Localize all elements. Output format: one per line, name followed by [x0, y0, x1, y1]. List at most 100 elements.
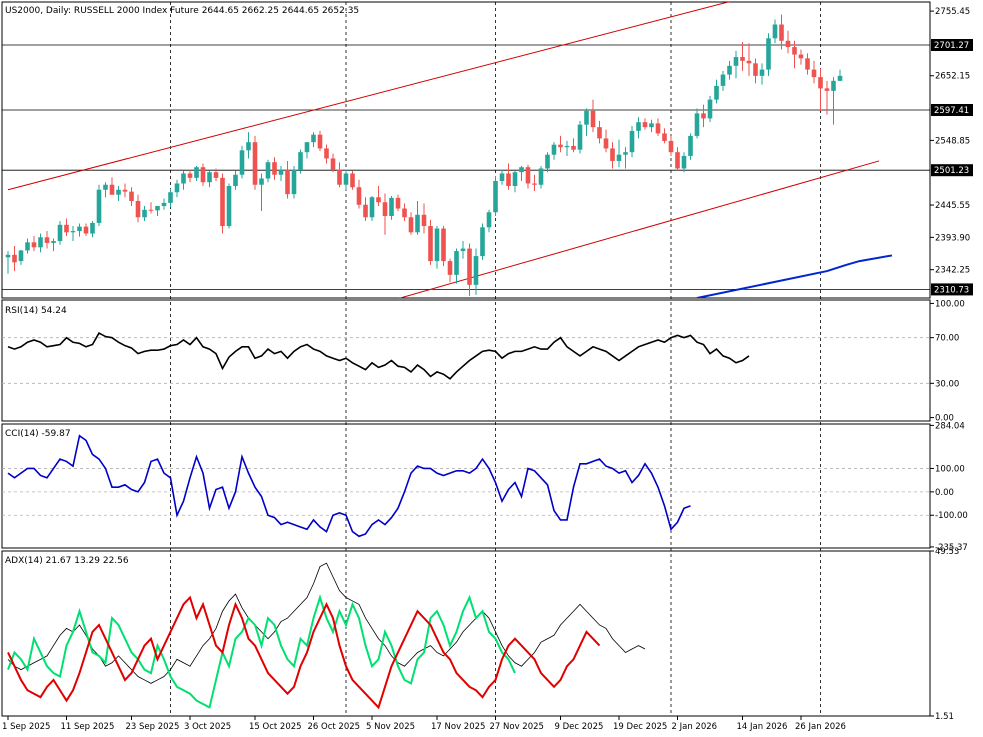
candle-bull	[181, 173, 186, 184]
candle-bull	[161, 202, 167, 207]
candle-bear	[83, 226, 89, 234]
candle-bull	[278, 169, 284, 175]
candle-bull	[226, 185, 232, 227]
candle-bull	[5, 254, 11, 258]
candle-bear	[376, 197, 381, 203]
level-price-label: 2501.23	[934, 166, 969, 176]
candle-bear	[272, 162, 277, 175]
adx-tick-label: 1.51	[935, 712, 954, 722]
candle-bull	[681, 155, 687, 169]
candle-bear	[402, 208, 407, 218]
candle-bear	[590, 110, 596, 128]
minus-di-line	[7, 595, 601, 710]
x-tick-label: 1 Sep 2025	[2, 722, 50, 732]
candle-bull	[265, 162, 271, 179]
candle-bull	[259, 178, 264, 185]
price-tick-label: 2548.85	[935, 136, 970, 146]
candle-bear	[662, 133, 667, 141]
candle-bull	[584, 110, 589, 125]
pane-frame-rsi	[1, 299, 931, 422]
candle-bear	[506, 173, 511, 186]
candle-bear	[441, 228, 446, 262]
x-tick-label: 3 Oct 2025	[184, 722, 231, 732]
price-pane	[2, 2, 930, 298]
candle-bull	[480, 227, 485, 257]
candle-bear	[44, 237, 50, 243]
candle-bull	[70, 231, 76, 233]
candle-bear	[408, 217, 414, 233]
candle-bull	[415, 214, 420, 233]
candle-bear	[753, 63, 758, 76]
candle-bear	[122, 189, 128, 192]
candle-bear	[792, 47, 797, 55]
candle-bull	[233, 174, 238, 186]
cci-tick-label: -235.37	[935, 543, 968, 553]
x-tick-label: 11 Sep 2025	[61, 722, 115, 732]
candle-bull	[493, 180, 498, 213]
price-tick-label: 2342.25	[935, 266, 970, 276]
candle-bull	[174, 183, 180, 193]
pane-frame-price	[1, 1, 931, 299]
candle-bull	[298, 152, 303, 170]
cci-tick-label: -100.00	[935, 511, 968, 521]
level-price-badge	[931, 104, 973, 117]
candle-bull	[649, 123, 654, 128]
candle-bull	[512, 172, 518, 186]
candle-bull	[57, 224, 63, 242]
rsi-tick-label: 70.00	[935, 334, 959, 344]
candle-bear	[428, 226, 433, 262]
candle-bull	[519, 167, 524, 173]
candle-bull	[389, 197, 394, 217]
candle-bear	[356, 187, 362, 205]
candle-bear	[824, 88, 830, 91]
candle-bull	[766, 38, 771, 70]
cci-header: CCI(14) -59.87	[5, 429, 71, 439]
candle-bear	[467, 248, 472, 285]
candle-bear	[12, 254, 17, 263]
candle-bull	[155, 206, 160, 211]
main-header: US2000, Daily: RUSSELL 2000 Index Future…	[5, 6, 359, 16]
candle-bull	[291, 169, 297, 195]
rsi-line	[7, 332, 750, 380]
pane-frame-cci	[1, 423, 931, 549]
candle-bear	[811, 69, 817, 78]
candle-bull	[454, 251, 459, 275]
candle-bear	[597, 127, 602, 139]
candle-bear	[109, 184, 115, 195]
candle-bull	[837, 75, 843, 81]
candle-bear	[818, 77, 823, 89]
candle-bull	[831, 80, 836, 91]
candle-bull	[688, 135, 693, 156]
candle-bear	[785, 40, 791, 48]
rsi-tick-label: 100.00	[935, 299, 965, 309]
x-tick-label: 15 Oct 2025	[249, 722, 302, 732]
candle-bull	[486, 212, 492, 228]
adx-header: ADX(14) 21.67 13.29 22.56	[5, 556, 129, 566]
candle-bull	[720, 74, 726, 86]
plus-di-line	[7, 594, 516, 709]
candle-bear	[64, 224, 69, 233]
candle-bull	[694, 113, 700, 136]
candle-bear	[200, 167, 206, 183]
candle-bear	[421, 214, 427, 227]
candle-bull	[551, 144, 557, 155]
candle-bull	[460, 248, 466, 252]
x-tick-label: 19 Dec 2025	[613, 722, 667, 732]
candle-bear	[395, 197, 401, 209]
x-tick-label: 27 Nov 2025	[490, 722, 544, 732]
cci-line	[7, 434, 691, 538]
x-tick-label: 26 Jan 2026	[795, 722, 846, 732]
candle-bull	[499, 173, 505, 181]
candle-bear	[350, 173, 355, 188]
level-price-label: 2701.27	[934, 41, 969, 51]
candle-bull	[25, 242, 30, 251]
candle-bull	[18, 250, 24, 262]
candle-bear	[668, 140, 674, 153]
candle-bull	[103, 184, 108, 190]
candle-bull	[116, 189, 121, 195]
adx-tick-label: 49.53	[935, 547, 959, 557]
candle-bear	[252, 142, 258, 185]
candle-bear	[317, 134, 323, 149]
